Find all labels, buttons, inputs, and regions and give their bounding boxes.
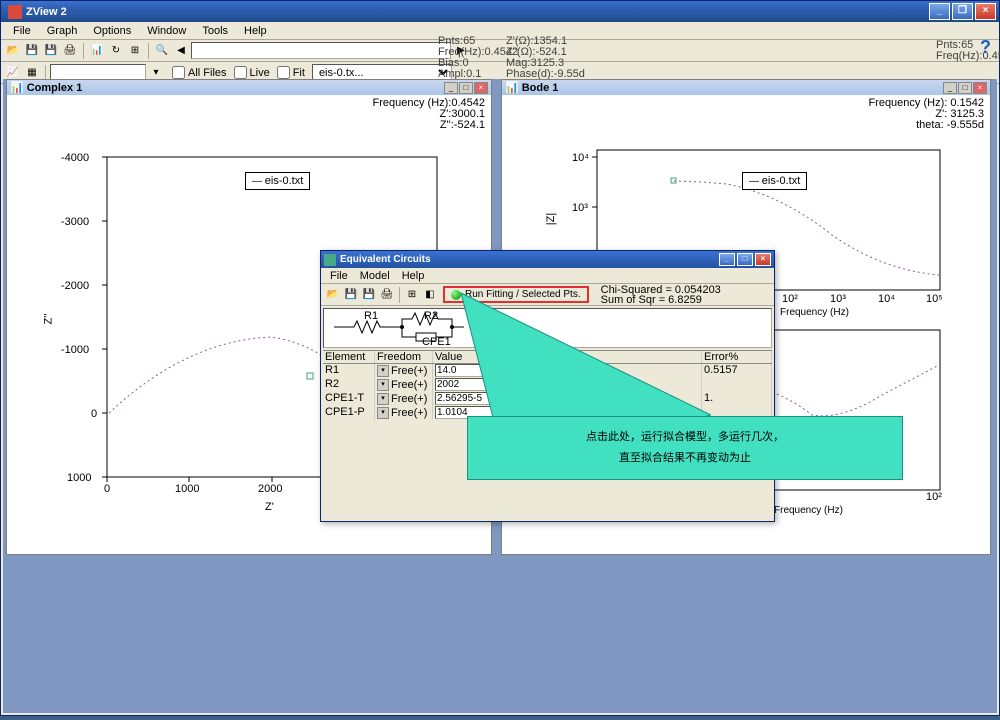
bode-titlebar[interactable]: 📊 Bode 1 _ □ × bbox=[502, 80, 990, 95]
ec-titlebar[interactable]: Equivalent Circuits _ □ × bbox=[321, 251, 774, 268]
ec-open-icon[interactable]: 📂 bbox=[324, 286, 342, 304]
refresh-icon[interactable]: ↻ bbox=[107, 42, 125, 60]
menu-options[interactable]: Options bbox=[85, 24, 139, 38]
minimize-button[interactable]: _ bbox=[929, 3, 950, 20]
ec-tool1-icon[interactable]: ⊞ bbox=[403, 286, 421, 304]
bode-legend: — eis-0.txt bbox=[742, 172, 807, 190]
cursor-left-icon[interactable]: ◀ bbox=[172, 42, 190, 60]
complex-close-button[interactable]: × bbox=[474, 82, 488, 94]
ec-min-button[interactable]: _ bbox=[719, 253, 735, 266]
bode-close-button[interactable]: × bbox=[973, 82, 987, 94]
close-button[interactable]: × bbox=[975, 3, 996, 20]
bode-min-button[interactable]: _ bbox=[943, 82, 957, 94]
complex-min-button[interactable]: _ bbox=[444, 82, 458, 94]
print-icon[interactable]: 🖨 bbox=[61, 42, 79, 60]
ec-menubar: File Model Help bbox=[321, 268, 774, 284]
menu-tools[interactable]: Tools bbox=[194, 24, 236, 38]
plot-icon[interactable]: 📊 bbox=[88, 42, 106, 60]
maximize-button[interactable]: ❐ bbox=[952, 3, 973, 20]
main-title: ZView 2 bbox=[26, 6, 927, 18]
fit-icon[interactable]: ⊞ bbox=[126, 42, 144, 60]
zoom-icon[interactable]: 🔍 bbox=[153, 42, 171, 60]
complex-titlebar[interactable]: 📊 Complex 1 _ □ × bbox=[7, 80, 491, 95]
fit-checkbox[interactable] bbox=[277, 66, 290, 79]
freedom-dropdown[interactable]: ▾ bbox=[377, 393, 389, 405]
save-icon[interactable]: 💾 bbox=[23, 42, 41, 60]
main-titlebar[interactable]: ZView 2 _ ❐ × bbox=[1, 1, 999, 22]
ec-menu-model[interactable]: Model bbox=[354, 269, 396, 283]
freedom-dropdown[interactable]: ▾ bbox=[377, 407, 389, 419]
complex-max-button[interactable]: □ bbox=[459, 82, 473, 94]
complex-legend: — eis-0.txt bbox=[245, 172, 310, 190]
range-slider[interactable] bbox=[191, 42, 451, 59]
ec-save-icon[interactable]: 💾 bbox=[342, 286, 360, 304]
app-icon bbox=[8, 5, 22, 19]
menu-window[interactable]: Window bbox=[139, 24, 194, 38]
info-z: Z'(Ω):1354.1 Z''(Ω):-524.1 Mag:3125.3 Ph… bbox=[506, 36, 585, 80]
ec-menu-help[interactable]: Help bbox=[396, 269, 431, 283]
ec-max-button[interactable]: □ bbox=[737, 253, 753, 266]
callout-box: 点击此处，运行拟合模型，多运行几次， 直至拟合结果不再变动为止 bbox=[467, 416, 903, 480]
menu-file[interactable]: File bbox=[5, 24, 39, 38]
all-files-checkbox[interactable] bbox=[172, 66, 185, 79]
ec-menu-file[interactable]: File bbox=[324, 269, 354, 283]
ec-save2-icon[interactable]: 💾 bbox=[360, 286, 378, 304]
freedom-dropdown[interactable]: ▾ bbox=[377, 379, 389, 391]
freedom-dropdown[interactable]: ▾ bbox=[377, 365, 389, 377]
save-icon-2[interactable]: 💾 bbox=[42, 42, 60, 60]
menu-help[interactable]: Help bbox=[236, 24, 275, 38]
ec-close-button[interactable]: × bbox=[755, 253, 771, 266]
help-icon[interactable]: ? bbox=[980, 37, 991, 58]
ec-print-icon[interactable]: 🖨 bbox=[378, 286, 396, 304]
bode-max-button[interactable]: □ bbox=[958, 82, 972, 94]
live-checkbox[interactable] bbox=[234, 66, 247, 79]
circuit-r1-label: R1 bbox=[364, 310, 378, 322]
ec-tool2-icon[interactable]: ◧ bbox=[421, 286, 439, 304]
open-icon[interactable]: 📂 bbox=[4, 42, 22, 60]
menu-graph[interactable]: Graph bbox=[39, 24, 86, 38]
ec-icon bbox=[324, 254, 336, 266]
